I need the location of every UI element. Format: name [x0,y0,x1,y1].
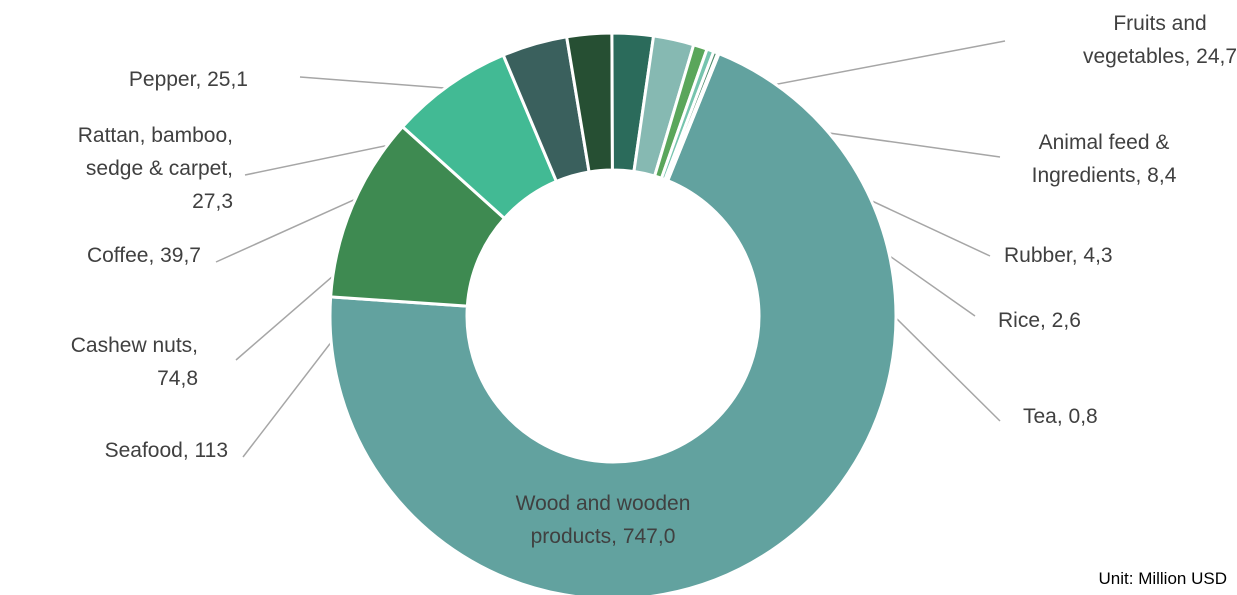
donut-slices [328,31,898,595]
data-label-rattan-bamboo-sedge-and-carpet: Rattan, bamboo, sedge & carpet, 27,3 [78,124,233,213]
slice-wood-and-wooden-products [328,51,898,595]
data-label-seafood: Seafood, 113 [105,439,228,462]
data-label-rubber: Rubber, 4,3 [1004,244,1113,267]
data-label-rice: Rice, 2,6 [998,309,1081,332]
data-label-wood-and-wooden-products: Wood and wooden products, 747,0 [516,492,691,548]
data-label-tea: Tea, 0,8 [1023,405,1098,428]
data-label-cashew-nuts: Cashew nuts, 74,8 [71,334,198,390]
unit-note: Unit: Million USD [1098,569,1227,588]
data-label-fruits-and-vegetables: Fruits and vegetables, 24,7 [1083,12,1237,68]
data-label-coffee: Coffee, 39,7 [87,244,201,267]
slice-tea [665,51,721,183]
data-label-pepper: Pepper, 25,1 [129,68,248,91]
data-labels: Wood and wooden products, 747,0 Seafood, 1… [71,12,1237,548]
data-label-animal-feed-and-ingredients: Animal feed & Ingredients, 8,4 [1032,131,1177,187]
